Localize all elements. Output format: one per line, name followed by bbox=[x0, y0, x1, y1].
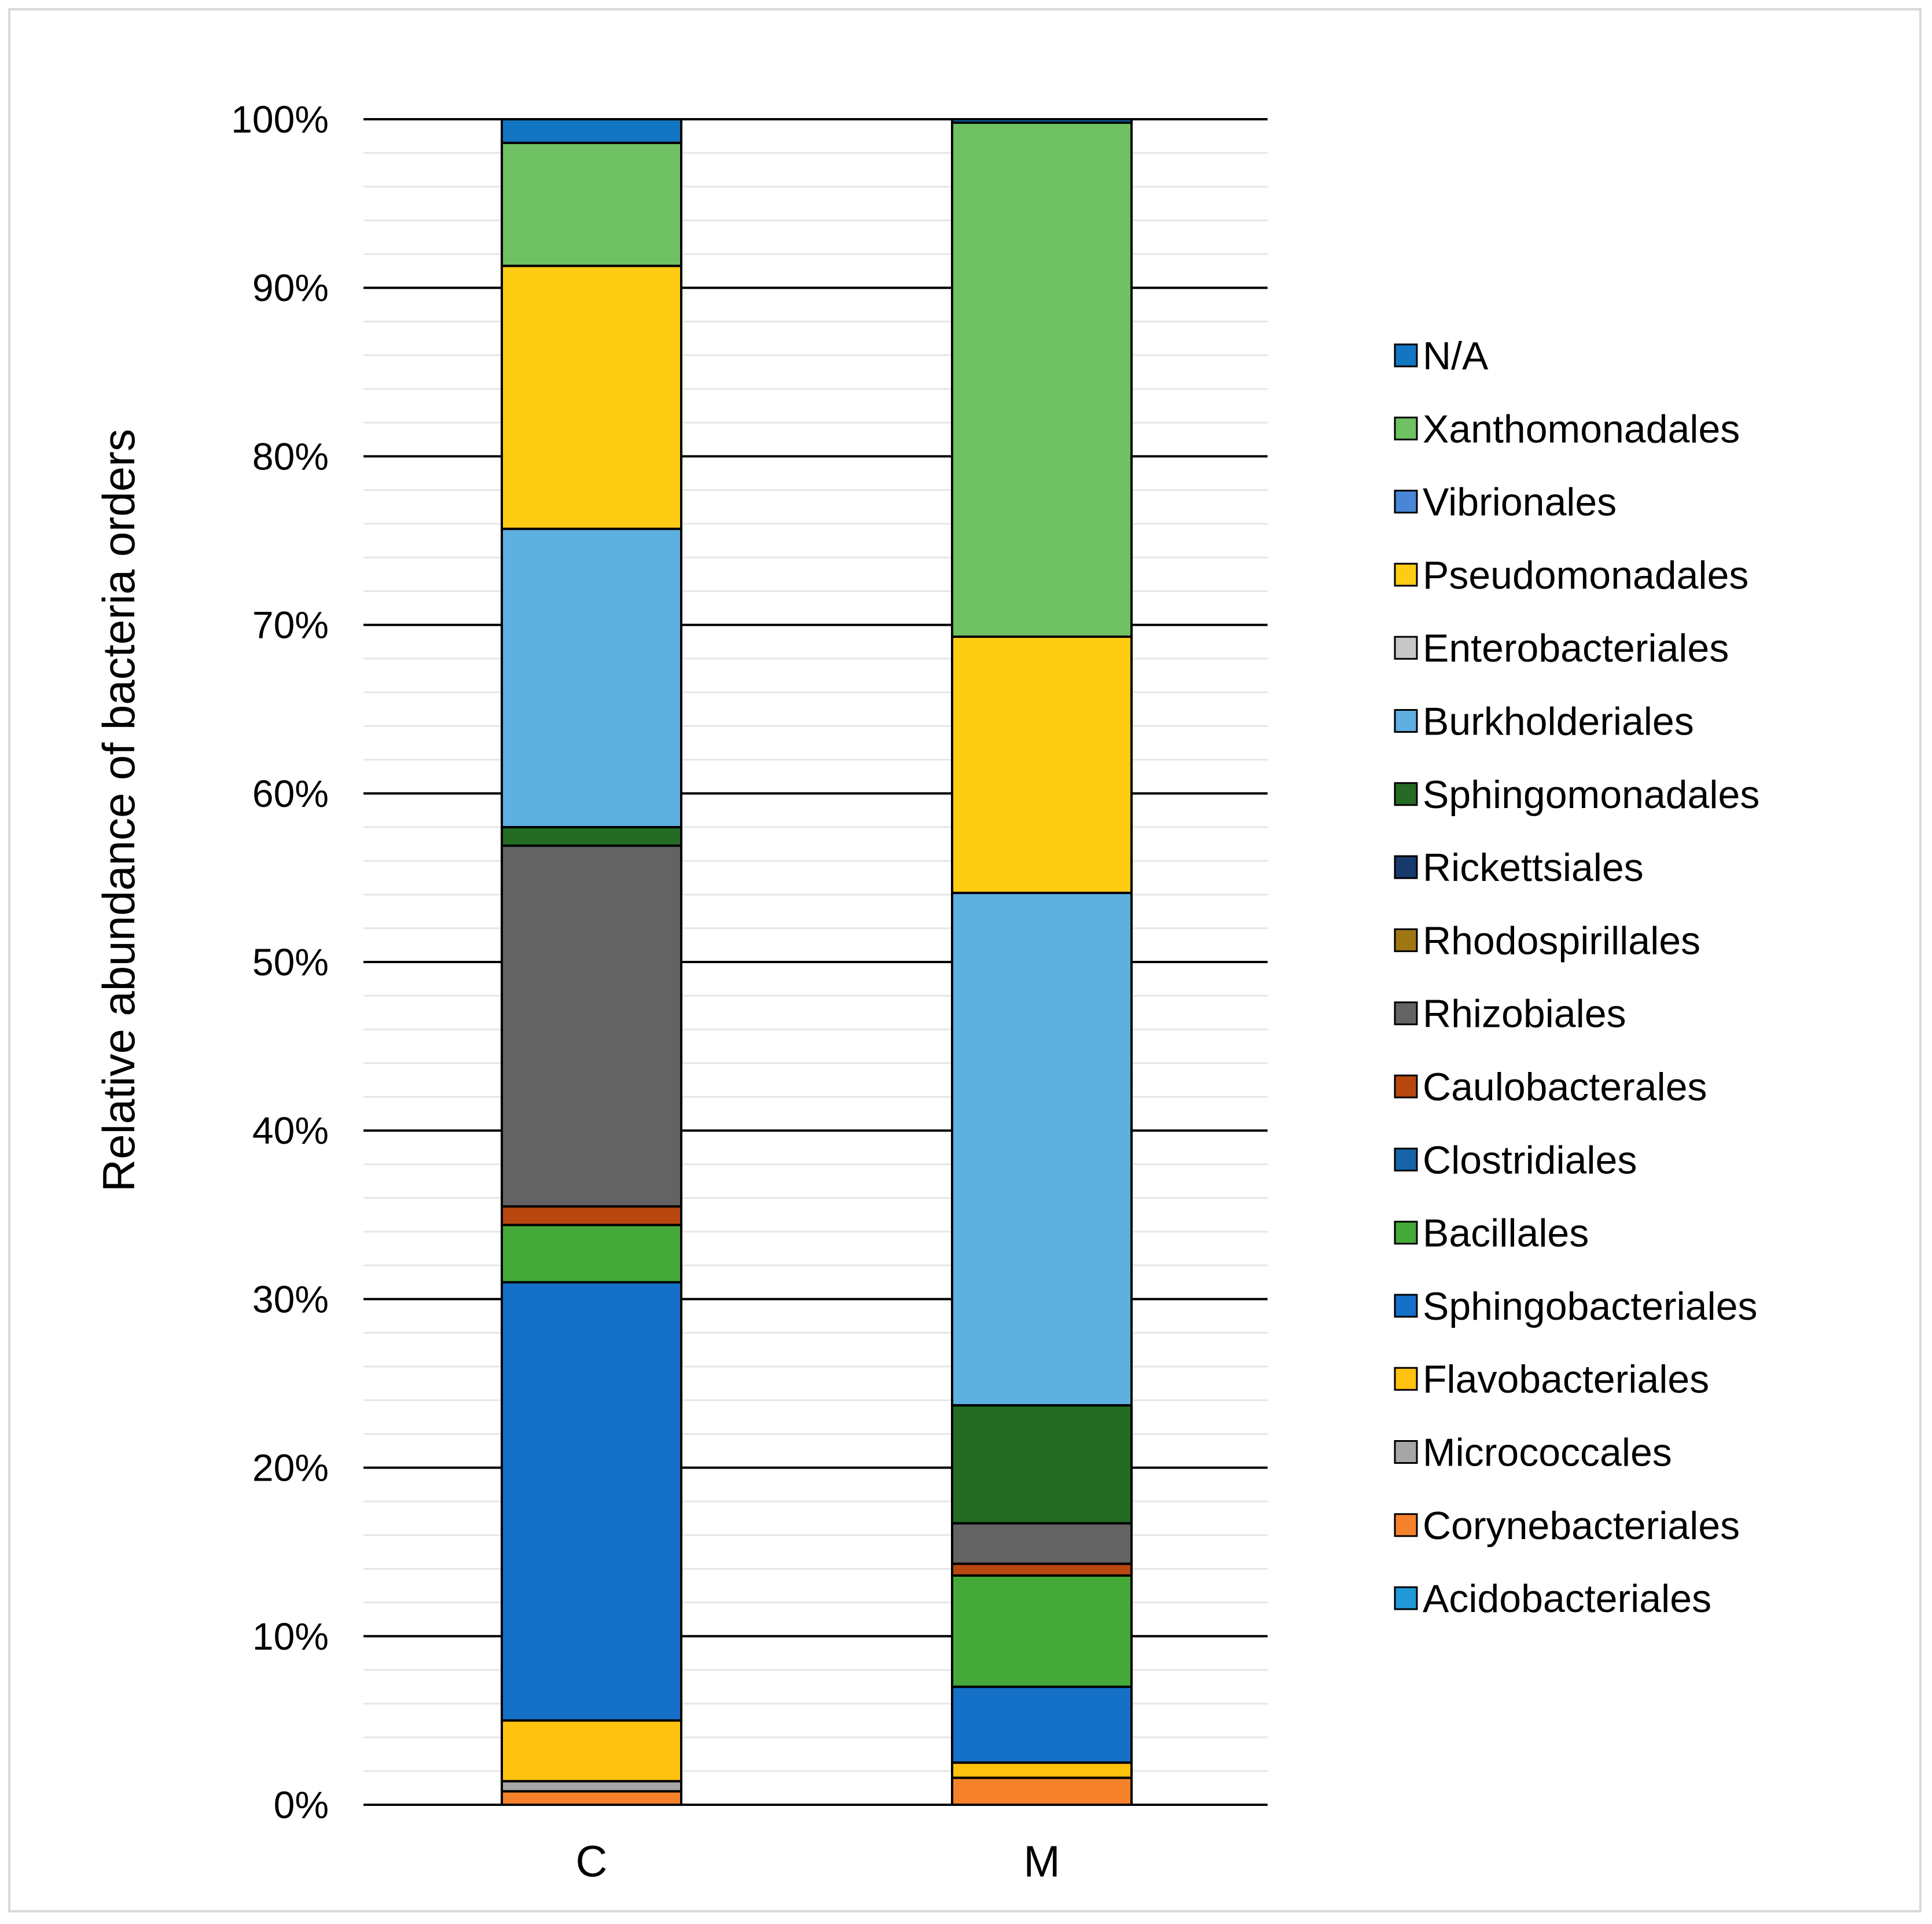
legend-label: Micrococcales bbox=[1423, 1431, 1672, 1475]
legend-label: Vibrionales bbox=[1423, 480, 1617, 524]
legend-swatch bbox=[1394, 563, 1418, 587]
legend-label: Xanthomonadales bbox=[1423, 407, 1740, 451]
legend-label: Rickettsiales bbox=[1423, 846, 1644, 890]
y-tick-label: 50% bbox=[252, 941, 329, 983]
legend-item: Micrococcales bbox=[1394, 1431, 1672, 1475]
y-tick-label: 20% bbox=[252, 1446, 329, 1489]
legend-item: Burkholderiales bbox=[1394, 700, 1694, 744]
legend-label: Sphingobacteriales bbox=[1423, 1284, 1757, 1328]
legend-label: Bacillales bbox=[1423, 1211, 1589, 1255]
x-tick-label: C bbox=[576, 1837, 608, 1886]
legend-label: N/A bbox=[1423, 334, 1489, 378]
legend-label: Rhodospirillales bbox=[1423, 919, 1700, 963]
y-tick-label: 90% bbox=[252, 266, 329, 309]
bar-segment-C-pseudomonadales bbox=[501, 265, 682, 530]
legend-swatch bbox=[1394, 1586, 1418, 1610]
legend-item: N/A bbox=[1394, 334, 1489, 378]
bar-segment-C-xanthomonadales bbox=[501, 141, 682, 267]
bar-segment-C-caulobacterales bbox=[501, 1205, 682, 1227]
bar-segment-M-xanthomonadales bbox=[951, 121, 1133, 638]
legend-swatch bbox=[1394, 1221, 1418, 1245]
legend-swatch bbox=[1394, 490, 1418, 514]
legend-label: Corynebacteriales bbox=[1423, 1504, 1740, 1548]
legend-swatch bbox=[1394, 636, 1418, 660]
legend-swatch bbox=[1394, 855, 1418, 879]
legend-swatch bbox=[1394, 1513, 1418, 1537]
legend-item: Xanthomonadales bbox=[1394, 407, 1740, 451]
bar-segment-M-bacillales bbox=[951, 1574, 1133, 1688]
bar-segment-M-caulobacterales bbox=[951, 1562, 1133, 1577]
bar-segment-C-flavobacteriales bbox=[501, 1719, 682, 1783]
legend-label: Sphingomonadales bbox=[1423, 773, 1760, 817]
legend-item: Clostridiales bbox=[1394, 1138, 1637, 1182]
legend-item: Caulobacterales bbox=[1394, 1065, 1707, 1109]
legend-label: Rhizobiales bbox=[1423, 992, 1626, 1036]
legend-label: Pseudomonadales bbox=[1423, 553, 1749, 597]
legend-item: Acidobacteriales bbox=[1394, 1577, 1711, 1621]
legend-item: Rickettsiales bbox=[1394, 846, 1644, 890]
bar-segment-C-rhizobiales bbox=[501, 844, 682, 1208]
legend-item: Rhodospirillales bbox=[1394, 919, 1700, 963]
legend-item: Flavobacteriales bbox=[1394, 1357, 1709, 1401]
bar-segment-M-flavobacteriales bbox=[951, 1761, 1133, 1779]
legend-item: Pseudomonadales bbox=[1394, 553, 1749, 597]
bars bbox=[501, 118, 1133, 1806]
y-axis-title: Relative abundance of bacteria orders bbox=[93, 429, 144, 1192]
legend-swatch bbox=[1394, 782, 1418, 806]
x-tick-label: M bbox=[1023, 1837, 1060, 1886]
legend-swatch bbox=[1394, 1294, 1418, 1318]
y-tick-label: 60% bbox=[252, 772, 329, 815]
legend-swatch bbox=[1394, 1147, 1418, 1172]
bar-segment-C-n-a bbox=[501, 118, 682, 144]
legend-swatch bbox=[1394, 1074, 1418, 1099]
legend-label: Burkholderiales bbox=[1423, 700, 1694, 744]
legend-swatch bbox=[1394, 1440, 1418, 1464]
legend-swatch bbox=[1394, 1367, 1418, 1391]
bar-segment-M-n-a bbox=[951, 118, 1133, 124]
legend-item: Sphingobacteriales bbox=[1394, 1284, 1757, 1328]
legend-swatch bbox=[1394, 416, 1418, 440]
legend-item: Corynebacteriales bbox=[1394, 1504, 1740, 1548]
legend-swatch bbox=[1394, 928, 1418, 952]
y-tick-label: 80% bbox=[252, 435, 329, 478]
y-tick-label: 10% bbox=[252, 1615, 329, 1658]
y-tick-label: 0% bbox=[274, 1783, 329, 1826]
legend: N/A Xanthomonadales Vibrionales Pseudomonad… bbox=[1394, 334, 1760, 1621]
y-tick-label: 70% bbox=[252, 604, 329, 647]
legend-swatch bbox=[1394, 1001, 1418, 1026]
legend-item: Vibrionales bbox=[1394, 480, 1617, 524]
bar-segment-M-corynebacteriales bbox=[951, 1776, 1133, 1806]
y-tick-label: 100% bbox=[231, 98, 329, 141]
legend-label: Enterobacteriales bbox=[1423, 626, 1729, 670]
bar-segment-M-burkholderiales bbox=[951, 891, 1133, 1407]
legend-label: Caulobacterales bbox=[1423, 1065, 1707, 1109]
y-tick-label: 30% bbox=[252, 1277, 329, 1320]
legend-item: Rhizobiales bbox=[1394, 992, 1626, 1036]
legend-label: Flavobacteriales bbox=[1423, 1357, 1709, 1401]
legend-label: Clostridiales bbox=[1423, 1138, 1637, 1182]
bar-segment-C-bacillales bbox=[501, 1224, 682, 1284]
bar-segment-M-pseudomonadales bbox=[951, 635, 1133, 894]
legend-swatch bbox=[1394, 709, 1418, 733]
legend-swatch bbox=[1394, 343, 1418, 368]
legend-item: Bacillales bbox=[1394, 1211, 1589, 1255]
bar-segment-C-burkholderiales bbox=[501, 527, 682, 829]
bar-segment-C-sphingobacteriales bbox=[501, 1281, 682, 1722]
bar-segment-M-sphingobacteriales bbox=[951, 1686, 1133, 1764]
bar-segment-C-sphingomonadales bbox=[501, 826, 682, 847]
bar-segment-M-rhizobiales bbox=[951, 1522, 1133, 1565]
bar-segment-C-micrococcales bbox=[501, 1780, 682, 1793]
bar-segment-M-sphingomonadales bbox=[951, 1404, 1133, 1525]
legend-item: Sphingomonadales bbox=[1394, 773, 1760, 817]
y-tick-label: 40% bbox=[252, 1109, 329, 1152]
bar-segment-C-corynebacteriales bbox=[501, 1790, 682, 1806]
legend-item: Enterobacteriales bbox=[1394, 626, 1729, 670]
legend-label: Acidobacteriales bbox=[1423, 1577, 1711, 1621]
y-axis-tick-labels: 0% 10% 20% 30% 40% 50% 60% 70% 80% 90% 100% bbox=[231, 98, 329, 1826]
